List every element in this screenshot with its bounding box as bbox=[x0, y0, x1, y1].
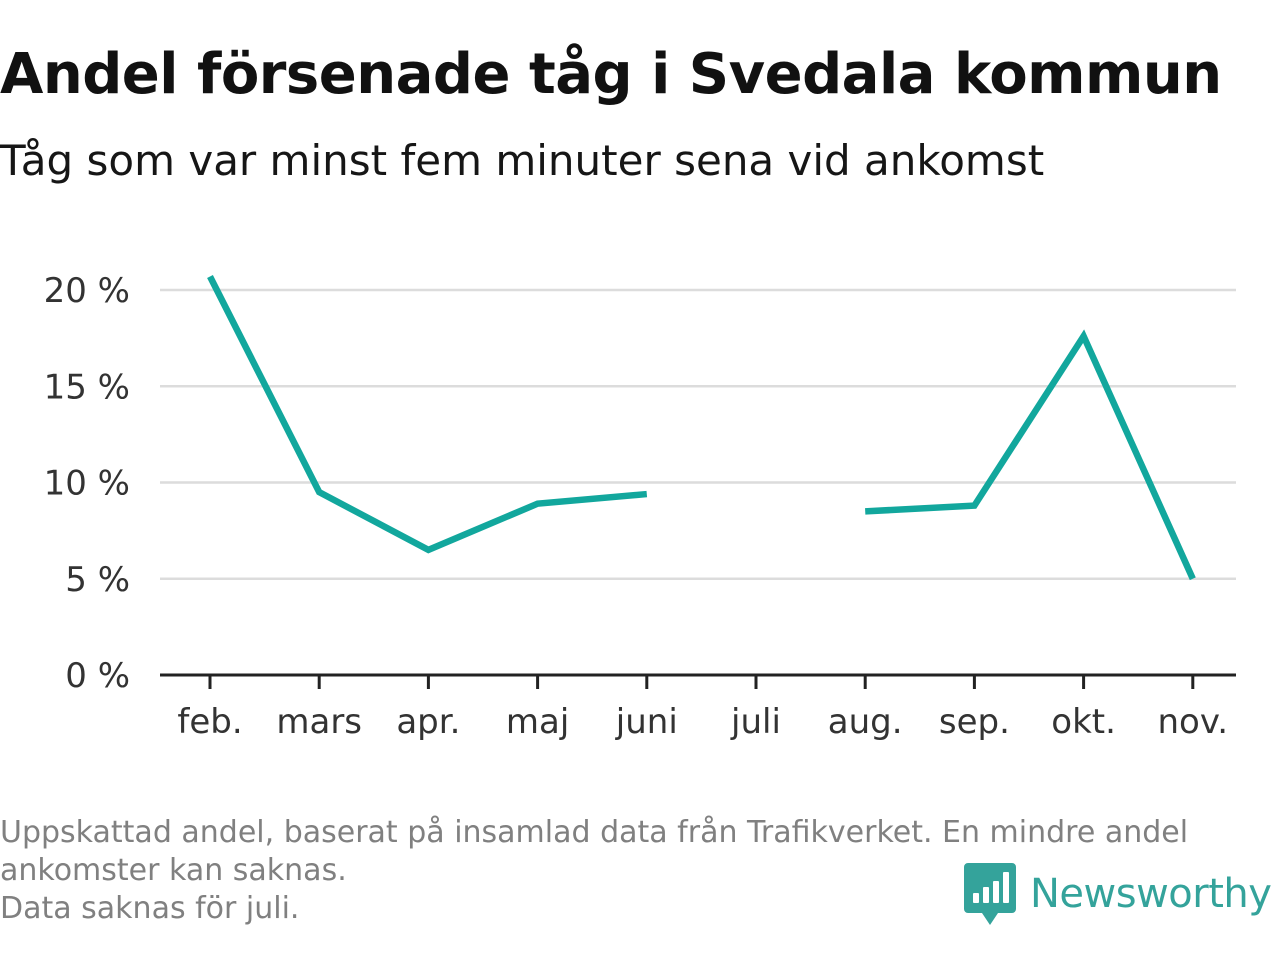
y-tick-label: 15 % bbox=[44, 367, 130, 407]
x-tick-label: okt. bbox=[1051, 702, 1116, 742]
y-tick-label: 5 % bbox=[65, 560, 130, 600]
footnote-line: Data saknas för juli. bbox=[0, 891, 300, 926]
series-line-segment bbox=[207, 275, 648, 554]
x-tick-label: feb. bbox=[177, 702, 242, 742]
line-chart: 0 % 5 % 10 % 15 % 20 % feb. mars apr. maj juni ju… bbox=[44, 271, 1236, 742]
x-tick-label: juli bbox=[730, 702, 781, 742]
y-tick-label: 10 % bbox=[44, 464, 130, 504]
x-tick-label: sep. bbox=[939, 702, 1010, 742]
footnote-line: Uppskattad andel, baserat på insamlad da… bbox=[0, 815, 1189, 850]
gridlines bbox=[160, 288, 1236, 580]
x-tick-label: maj bbox=[506, 702, 569, 742]
x-axis: feb. mars apr. maj juni juli aug. sep. okt. nov. bbox=[160, 673, 1236, 742]
bar-chart-speech-bubble-icon bbox=[964, 863, 1016, 925]
x-tick-label: mars bbox=[276, 702, 362, 742]
y-tick-label: 20 % bbox=[44, 271, 130, 311]
footnote: Uppskattad andel, baserat på insamlad da… bbox=[0, 814, 1270, 928]
x-tick-label: juni bbox=[615, 702, 678, 742]
brand-name: Newsworthy bbox=[1030, 871, 1272, 917]
series-line-segment bbox=[865, 329, 1196, 581]
footnote-line: ankomster kan saknas. bbox=[0, 853, 347, 888]
y-axis-tick-labels: 0 % 5 % 10 % 15 % 20 % bbox=[44, 271, 130, 696]
data-series-line bbox=[207, 275, 1196, 581]
y-tick-label: 0 % bbox=[65, 656, 130, 696]
chart-title: Andel försenade tåg i Svedala kommun bbox=[0, 42, 1222, 107]
x-tick-label: nov. bbox=[1157, 702, 1228, 742]
x-tick-label: apr. bbox=[396, 702, 460, 742]
x-tick-label: aug. bbox=[828, 702, 903, 742]
brand-logo: Newsworthy bbox=[964, 862, 1272, 926]
chart-subtitle: Tåg som var minst fem minuter sena vid a… bbox=[0, 136, 1045, 185]
